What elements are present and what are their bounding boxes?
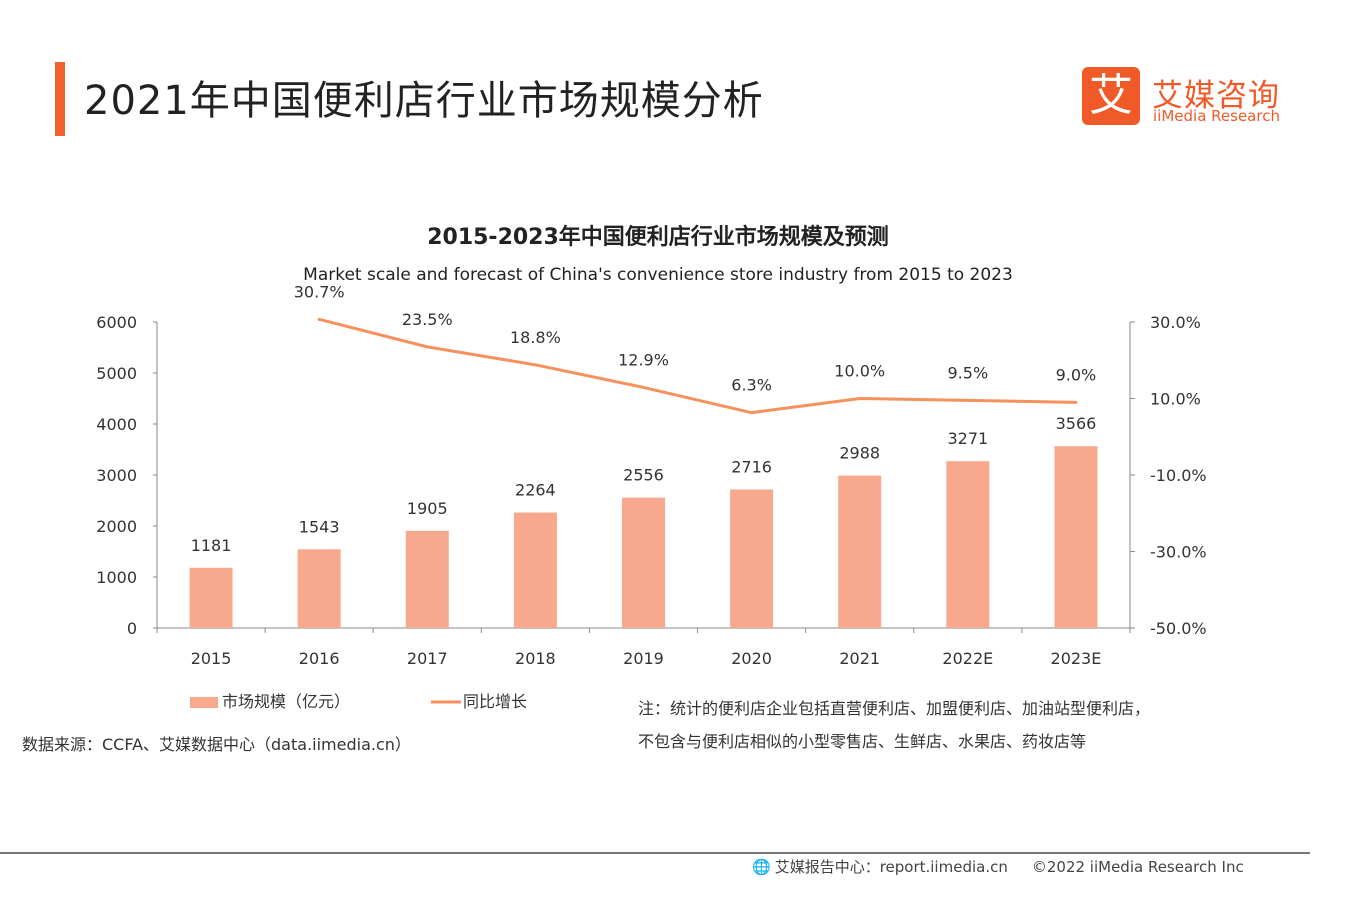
bar-value-label: 1543 bbox=[299, 517, 340, 536]
x-axis-tick-label: 2019 bbox=[623, 649, 664, 668]
growth-value-label: 6.3% bbox=[731, 376, 772, 395]
x-axis: 2015 2016 2017 2018 2019 2020 2021 2022E 2023E bbox=[156, 627, 1131, 668]
x-axis-tick-label: 2020 bbox=[731, 649, 772, 668]
left-axis: 0 1000 2000 3000 4000 5000 6000 bbox=[96, 313, 158, 638]
right-axis-tick-label: -30.0% bbox=[1150, 543, 1207, 562]
bar-value-label: 1905 bbox=[407, 499, 448, 518]
footer: 🌐 艾媒报告中心：report.iimedia.cn ©2022 iiMedia R… bbox=[752, 856, 1244, 877]
logo-name-cn: 艾媒咨询 bbox=[1152, 78, 1280, 114]
logo-icon: 艾 bbox=[1082, 67, 1140, 125]
right-axis-tick-label: 30.0% bbox=[1150, 313, 1201, 332]
x-axis-tick-label: 2015 bbox=[191, 649, 232, 668]
logo-name-en: iiMedia Research bbox=[1153, 107, 1280, 125]
left-axis-tick-label: 5000 bbox=[96, 364, 137, 383]
note-line-2: 不包含与便利店相似的小型零售店、生鲜店、水果店、药妆店等 bbox=[638, 732, 1086, 751]
growth-point bbox=[750, 411, 754, 415]
footer-report-center: 艾媒报告中心：report.iimedia.cn bbox=[774, 858, 1008, 876]
growth-point bbox=[1074, 400, 1078, 404]
bar bbox=[189, 567, 233, 628]
data-source: 数据来源：CCFA、艾媒数据中心（data.iimedia.cn） bbox=[22, 735, 411, 754]
left-axis-tick-label: 4000 bbox=[96, 415, 137, 434]
right-axis-tick-label: 10.0% bbox=[1150, 390, 1201, 409]
x-axis-tick-label: 2022E bbox=[942, 649, 993, 668]
right-axis-tick-label: -10.0% bbox=[1150, 466, 1207, 485]
growth-value-label: 18.8% bbox=[510, 328, 561, 347]
bar-value-label: 2556 bbox=[623, 466, 664, 485]
bar bbox=[405, 530, 449, 628]
x-axis-tick-label: 2017 bbox=[407, 649, 448, 668]
bar-series: 1181 1543 1905 2264 2556 2716 2988 3271 3566 bbox=[189, 414, 1098, 628]
bar bbox=[838, 475, 882, 628]
left-axis-tick-label: 1000 bbox=[96, 568, 137, 587]
bar bbox=[297, 549, 341, 628]
growth-value-label: 9.5% bbox=[948, 363, 989, 382]
legend-bar-swatch bbox=[190, 697, 218, 708]
left-axis-tick-label: 2000 bbox=[96, 517, 137, 536]
growth-value-label: 10.0% bbox=[834, 362, 885, 381]
growth-value-label: 30.7% bbox=[294, 282, 345, 301]
growth-line bbox=[318, 317, 1076, 415]
bar-value-label: 3271 bbox=[947, 429, 988, 448]
legend-bar-label: 市场规模（亿元） bbox=[222, 692, 350, 711]
growth-value-label: 23.5% bbox=[402, 310, 453, 329]
bar-value-label: 3566 bbox=[1056, 414, 1097, 433]
x-axis-tick-label: 2021 bbox=[839, 649, 880, 668]
bar bbox=[946, 461, 990, 628]
bar bbox=[513, 512, 557, 628]
title-accent-bar bbox=[55, 62, 65, 136]
growth-point bbox=[425, 345, 429, 349]
growth-value-label: 9.0% bbox=[1056, 365, 1097, 384]
bar bbox=[1054, 446, 1098, 628]
bar bbox=[622, 497, 665, 628]
globe-icon: 🌐 bbox=[752, 858, 771, 876]
growth-point bbox=[533, 363, 537, 367]
bar-value-label: 2264 bbox=[515, 481, 556, 500]
left-axis-tick-label: 3000 bbox=[96, 466, 137, 485]
bar bbox=[730, 489, 774, 628]
left-axis-tick-label: 0 bbox=[127, 619, 137, 638]
legend: 市场规模（亿元） 同比增长 bbox=[190, 692, 527, 711]
x-axis-tick-label: 2016 bbox=[299, 649, 340, 668]
growth-value-label: 12.9% bbox=[618, 350, 669, 369]
left-axis-tick-label: 6000 bbox=[96, 313, 137, 332]
x-axis-tick-label: 2018 bbox=[515, 649, 556, 668]
x-axis-tick-label: 2023E bbox=[1051, 649, 1102, 668]
footer-copyright: ©2022 iiMedia Research Inc bbox=[1031, 858, 1244, 876]
legend-line-label: 同比增长 bbox=[463, 692, 527, 711]
line-series: 30.7% 23.5% 18.8% 12.9% 6.3% 10.0% 9.5% 9.0% bbox=[294, 282, 1097, 415]
growth-point bbox=[317, 317, 321, 321]
chart-title: 2015-2023年中国便利店行业市场规模及预测 bbox=[427, 224, 889, 250]
bar-value-label: 2716 bbox=[731, 457, 772, 476]
right-axis-tick-label: -50.0% bbox=[1150, 619, 1207, 638]
page-title: 2021年中国便利店行业市场规模分析 bbox=[84, 78, 764, 124]
growth-point bbox=[642, 385, 645, 389]
growth-point bbox=[966, 398, 970, 402]
note-line-1: 注：统计的便利店企业包括直营便利店、加盟便利店、加油站型便利店， bbox=[638, 699, 1150, 718]
chart-subtitle: Market scale and forecast of China's con… bbox=[303, 265, 1013, 285]
bar-value-label: 1181 bbox=[191, 536, 232, 555]
growth-point bbox=[858, 397, 862, 400]
bar-value-label: 2988 bbox=[839, 444, 880, 463]
right-axis: -50.0% -30.0% -10.0% 10.0% 30.0% bbox=[1129, 313, 1207, 638]
footer-divider bbox=[0, 852, 1310, 854]
